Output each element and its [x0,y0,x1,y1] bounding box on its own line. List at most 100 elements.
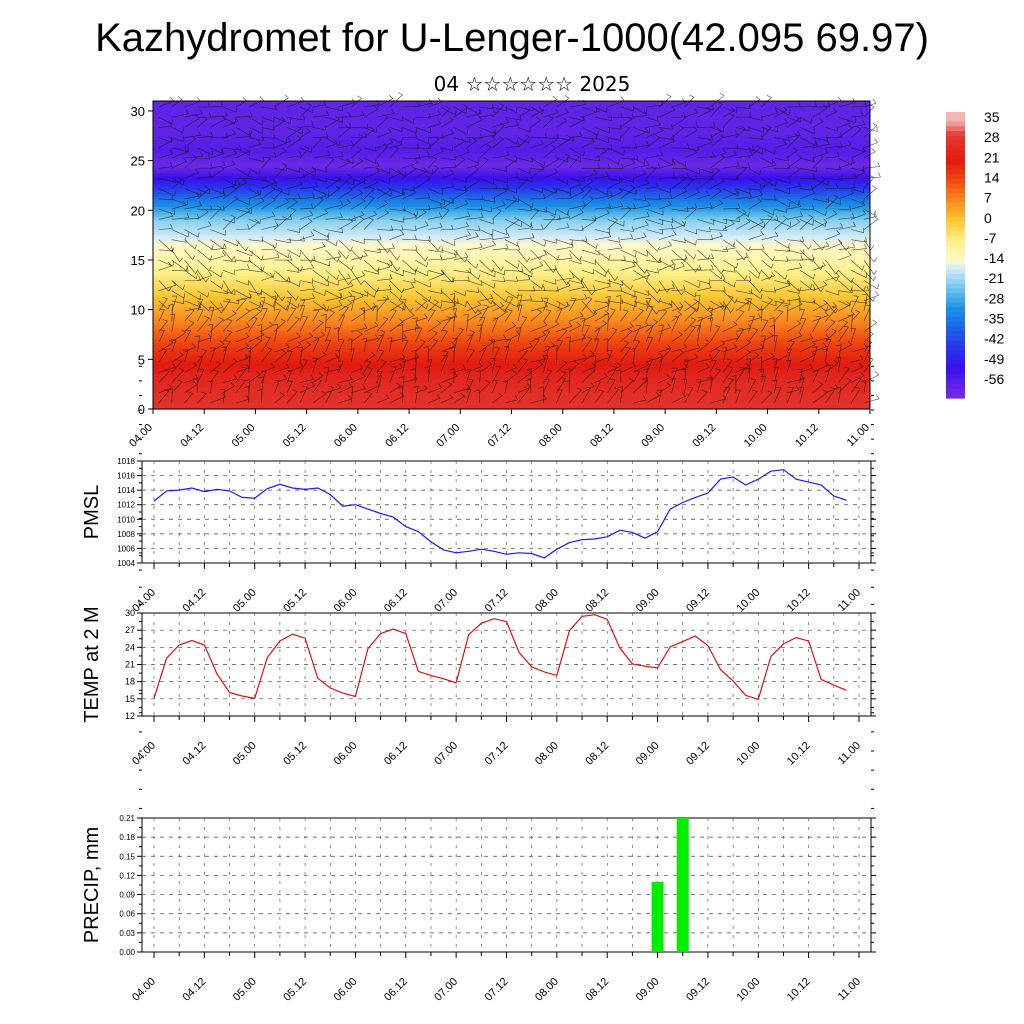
wind-barb [838,340,853,353]
wind-barb [671,367,678,383]
wind-barb [645,290,662,304]
wind-barb [607,175,621,182]
wind-barb [735,299,750,305]
temp-series-line [153,614,847,701]
wind-barb [466,259,479,269]
wind-barb [543,136,558,149]
wind-barb [312,209,329,220]
wind-barb [235,167,250,177]
wind-barb [710,187,722,200]
wind-barb [184,229,200,238]
wind-barb [748,259,763,275]
wind-barb [299,305,306,322]
wind-barb [581,310,598,322]
wind-barb [197,102,211,108]
field-band [153,373,870,377]
wind-barb [825,365,832,383]
field-band [153,365,870,369]
wind-barb [415,175,431,189]
wind-barb [492,118,510,128]
wind-barb [363,351,376,363]
wind-barb [556,301,570,312]
wind-barb [812,342,827,353]
wind-barb [492,302,505,312]
wind-barb [863,208,876,216]
wind-barb [274,117,286,128]
wind-barb [210,165,225,179]
wind-barb [745,358,752,373]
wind-barb [402,269,416,275]
wind-barb [799,116,812,124]
wind-barb [863,319,878,332]
wind-barb [440,116,454,128]
wind-barb [658,344,671,353]
y-tick-label: 25 [131,154,145,169]
wind-barb [761,231,779,240]
wind-barb [222,280,235,294]
wind-barb [197,308,204,322]
wind-barb [376,167,391,174]
wind-barb [761,297,774,312]
wind-barb [363,302,377,312]
wind-barb [684,174,698,181]
wind-barb [761,352,775,363]
wind-barb [850,377,862,393]
wind-barb [210,149,225,159]
precip-x-tick-label: 08.00 [533,976,561,1004]
wind-barb [325,116,344,123]
wind-barb [658,324,665,342]
wind-barb [620,249,637,258]
wind-barb [556,273,575,281]
colorbar-label: -56 [984,371,1004,387]
field-band [153,357,870,361]
wind-barb [453,156,466,169]
colorbar-swatch [946,188,965,194]
wind-barb [479,206,492,213]
wind-barb [735,362,750,373]
wind-barb [735,145,754,151]
wind-barb [774,118,788,128]
wind-barb [466,177,480,189]
wind-barb [825,270,839,282]
wind-barb [697,226,711,233]
wind-barb [222,116,236,125]
wind-barb [774,386,782,404]
wind-barb [735,162,751,169]
wind-barb [325,310,335,322]
wind-barb [569,115,585,128]
wind-barb [286,207,297,220]
wind-barb [607,365,618,383]
wind-barb [620,177,634,183]
wind-barb [248,96,264,108]
wind-barb [208,306,215,322]
wind-barb [222,195,239,210]
wind-barb [325,280,339,286]
wind-barb [158,223,173,230]
wind-barb [633,106,648,115]
wind-barb [620,206,632,220]
wind-barb [428,212,442,220]
wind-barb [299,386,308,404]
colorbar-swatch [946,288,965,294]
field-band [153,129,870,133]
colorbar-swatch [946,259,965,266]
wind-barb [684,228,698,235]
wind-barb [323,366,330,383]
wind-barb [171,359,183,373]
wind-barb [210,205,225,211]
wind-barb [389,280,405,294]
wind-barb [851,147,867,159]
wind-barb [286,307,297,322]
wind-barb [556,370,567,383]
wind-barb [415,298,428,312]
wind-barb [684,203,698,210]
wind-barb [440,145,454,151]
wind-barb [428,288,443,294]
field-band [153,126,870,130]
temp-x-tick-label: 08.12 [583,740,611,768]
wind-barb [735,103,751,109]
wind-barb [450,293,456,312]
colorbar-label: -14 [984,250,1004,266]
wind-barb [812,104,828,118]
wind-barb [256,323,263,342]
